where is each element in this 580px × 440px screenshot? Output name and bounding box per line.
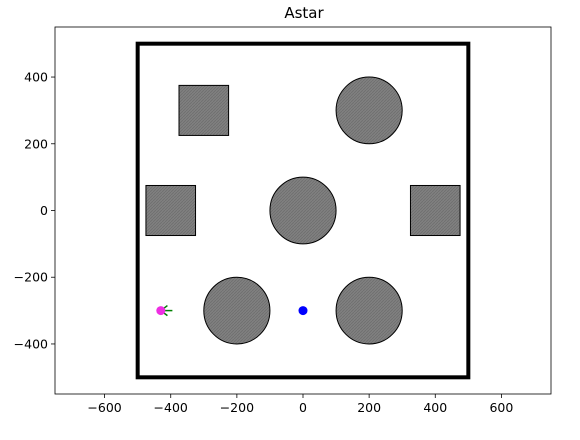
y-tick-label: −200 [14, 270, 48, 285]
y-tick-label: −400 [14, 336, 48, 351]
x-axis: −600 −400 −200 0 200 400 600 [87, 394, 513, 415]
y-tick-label: 200 [24, 136, 48, 151]
circle-obstacle-3 [203, 276, 271, 345]
start-point [156, 306, 166, 316]
x-tick-label: −400 [154, 400, 188, 415]
goal-point [298, 306, 308, 316]
square-obstacle-1 [178, 84, 230, 136]
x-tick-label: −200 [220, 400, 254, 415]
x-tick-label: 400 [423, 400, 447, 415]
circle-obstacle-4 [335, 276, 403, 345]
square-obstacle-3 [409, 184, 461, 237]
x-tick-label: 600 [489, 400, 513, 415]
arena-boundary [135, 41, 471, 380]
chart-title: Astar [284, 4, 324, 22]
y-axis: −400 −200 0 200 400 [14, 70, 55, 351]
square-obstacle-2 [145, 184, 197, 237]
y-tick-label: 0 [40, 203, 48, 218]
axes-frame [54, 26, 552, 395]
circle-obstacle-2 [269, 176, 337, 245]
x-tick-label: −600 [87, 400, 121, 415]
x-tick-label: 0 [299, 400, 307, 415]
x-tick-label: 200 [357, 400, 381, 415]
plot-area [135, 41, 471, 380]
circle-obstacle-1 [335, 76, 403, 145]
y-tick-label: 400 [24, 70, 48, 85]
